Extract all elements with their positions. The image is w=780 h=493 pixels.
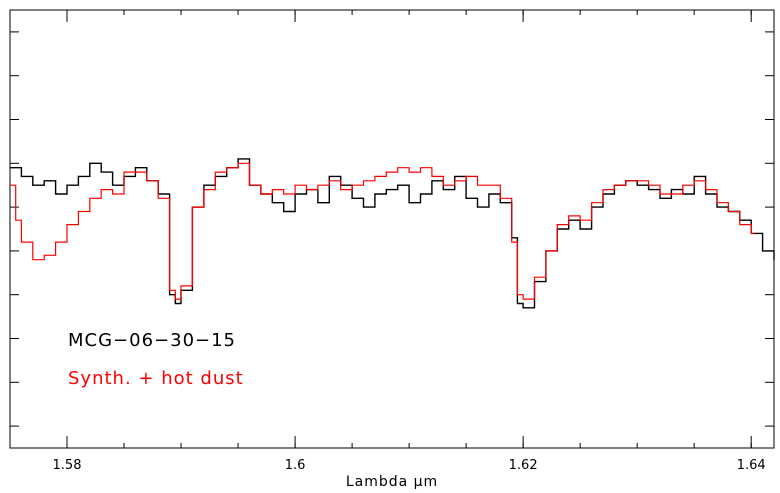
x-axis-title: Lambda μm xyxy=(346,474,438,490)
x-tick-labels: 1.58 1.6 1.62 1.64 xyxy=(53,458,766,473)
plot-frame xyxy=(9,9,775,449)
x-tick-label: 1.6 xyxy=(285,458,306,473)
model-spectrum-line xyxy=(10,162,755,300)
x-tick-label: 1.62 xyxy=(509,458,538,473)
legend-model-name: Synth. + hot dust xyxy=(68,368,244,389)
series-layer xyxy=(10,158,775,309)
x-tick-label: 1.64 xyxy=(737,458,766,473)
legend-object-name: MCG−06−30−15 xyxy=(68,330,236,351)
x-tick-label: 1.58 xyxy=(53,458,82,473)
